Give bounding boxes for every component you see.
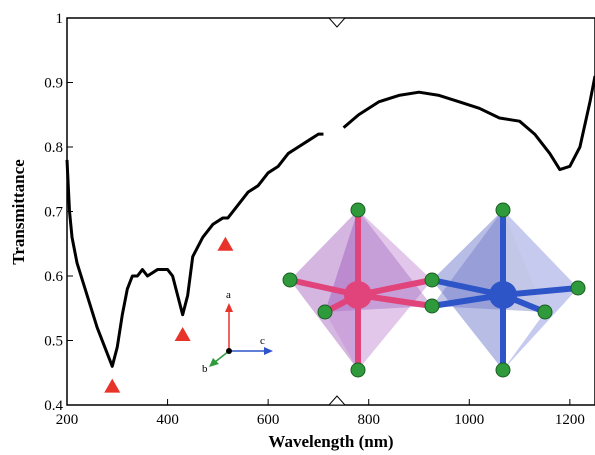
x-tick-label: 1200 [555, 412, 585, 428]
x-tick-label: 800 [357, 412, 380, 428]
y-tick-label: 0.9 [44, 76, 63, 92]
x-tick-label: 1000 [454, 412, 484, 428]
y-axis-label: Transmittance [9, 159, 28, 265]
axis-c: c [260, 335, 265, 347]
x-axis-label: Wavelength (nm) [268, 432, 393, 451]
x-tick-label: 400 [156, 412, 179, 428]
line [65, 75, 595, 368]
break-mark [327, 17, 347, 28]
plot-frame [66, 17, 595, 406]
break-mark [327, 395, 347, 406]
triangle-marker [217, 236, 234, 251]
triangle-marker [104, 378, 121, 393]
crystal-inset: a b c [202, 202, 586, 378]
triangle-marker [174, 327, 191, 342]
axis-b: b [202, 363, 208, 375]
x-tick-label: 200 [56, 412, 79, 428]
y-tick-label: 0.4 [44, 398, 63, 414]
y-tick-label: 1 [56, 11, 64, 27]
y-tick-label: 0.7 [44, 205, 63, 221]
axis-a: a [226, 289, 231, 301]
y-tick-label: 0.5 [44, 334, 63, 350]
y-tick-label: 0.6 [44, 269, 63, 285]
x-tick-label: 600 [257, 412, 280, 428]
y-tick-label: 0.8 [44, 140, 63, 156]
